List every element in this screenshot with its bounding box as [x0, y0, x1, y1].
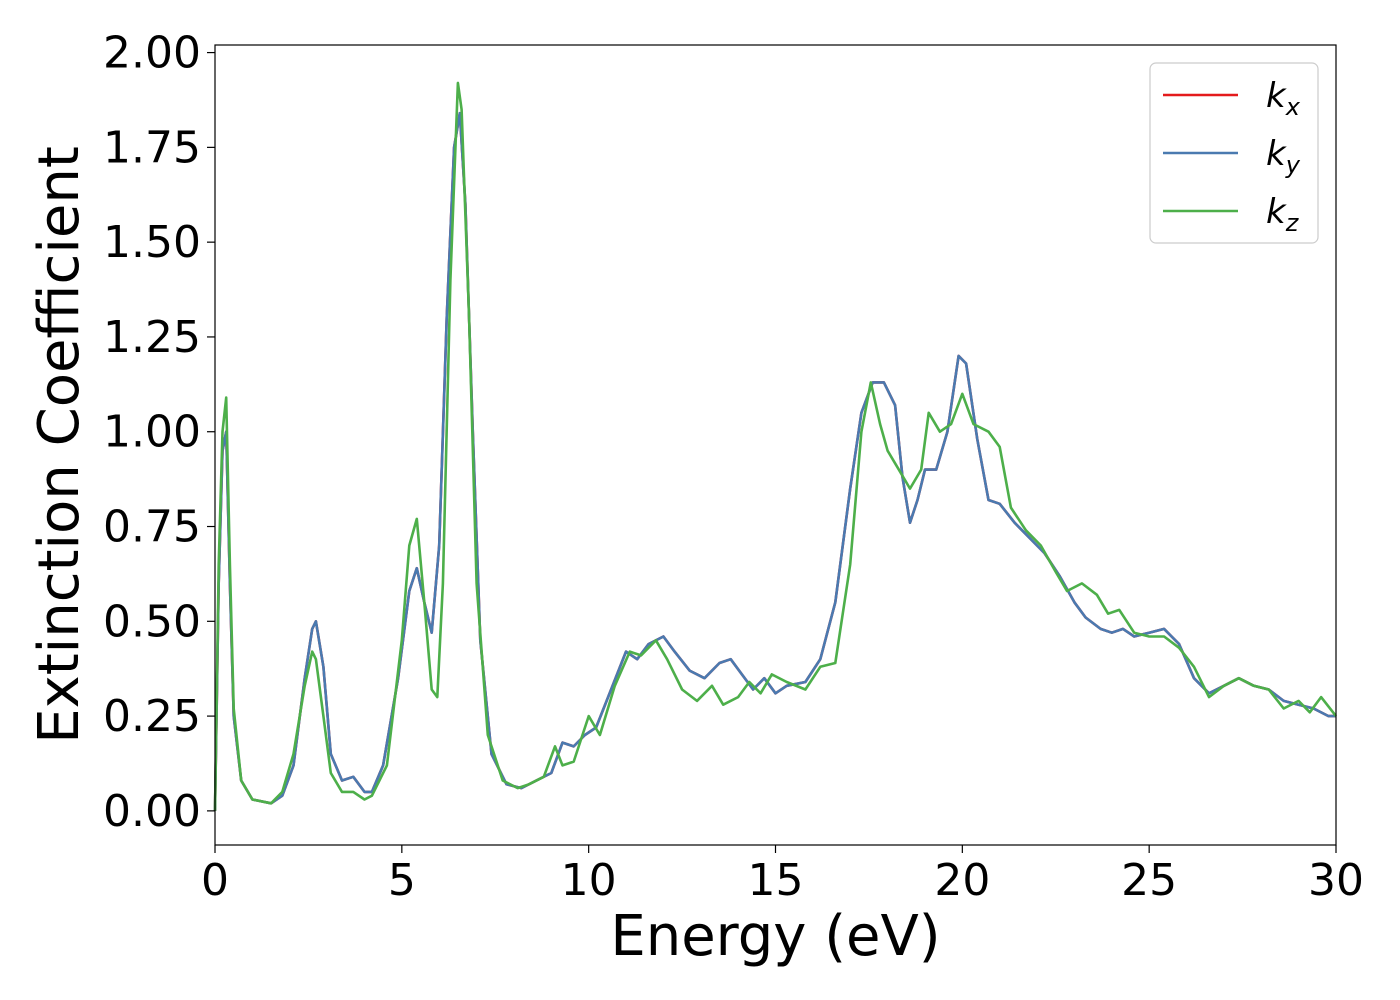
- series-layer: [213, 81, 1338, 811]
- y-axis-title: Extinction Coefficient: [27, 146, 92, 744]
- x-tick-label: 10: [561, 855, 617, 906]
- y-tick-label: 2.00: [103, 28, 201, 79]
- y-tick-label: 1.00: [103, 407, 201, 458]
- y-tick-label: 1.50: [103, 217, 201, 268]
- y-tick-label: 0.50: [103, 596, 201, 647]
- x-tick-label: 30: [1308, 855, 1364, 906]
- series-line-k-y: [213, 111, 1336, 811]
- x-tick-label: 15: [748, 855, 804, 906]
- x-axis: 0 5 10 15 20 25 30: [201, 845, 1364, 906]
- y-tick-label: 1.25: [103, 312, 201, 363]
- y-tick-label: 1.75: [103, 122, 201, 173]
- y-tick-label: 0.25: [103, 691, 201, 742]
- y-tick-label: 0.00: [103, 786, 201, 837]
- x-axis-title: Energy (eV): [610, 904, 940, 969]
- legend-label-k-y: ky: [1266, 134, 1301, 179]
- legend-label-k-z: kz: [1266, 192, 1300, 237]
- y-axis: 0.00 0.25 0.50 0.75 1.00 1.25 1.50 1.75 2.00: [103, 28, 215, 837]
- x-tick-label: 5: [388, 855, 416, 906]
- series-line-k-z: [213, 81, 1338, 811]
- x-tick-label: 0: [201, 855, 229, 906]
- y-tick-label: 0.75: [103, 502, 201, 553]
- x-tick-label: 20: [934, 855, 990, 906]
- legend-label-k-x: kx: [1266, 76, 1301, 121]
- legend: kx ky kz: [1149, 62, 1319, 244]
- x-tick-label: 25: [1121, 855, 1177, 906]
